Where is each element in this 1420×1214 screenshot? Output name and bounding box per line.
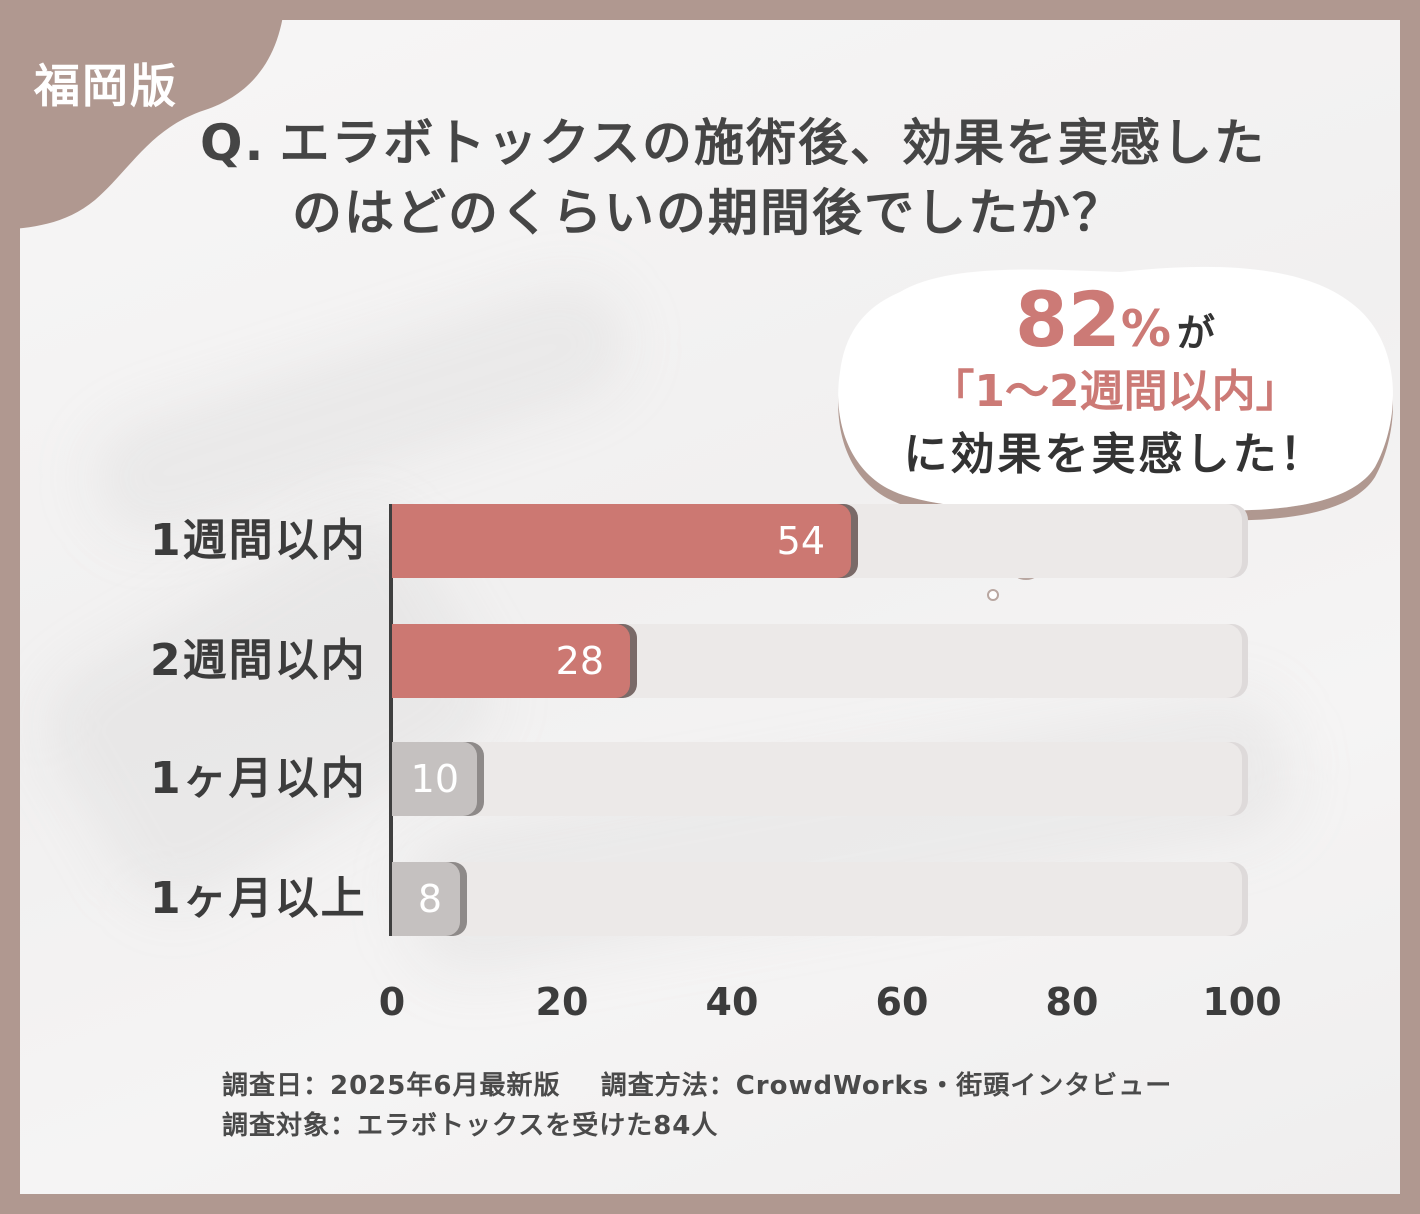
survey-method: 調査方法：CrowdWorks・街頭インタビュー xyxy=(600,1071,1173,1101)
survey-target: 調査対象：エラボトックスを受けた84人 xyxy=(222,1111,719,1141)
bar-value-label: 10 xyxy=(410,757,459,801)
category-label: 1週間以内 xyxy=(150,515,367,566)
x-tick-label: 40 xyxy=(705,980,759,1024)
category-label: 1ヶ月以上 xyxy=(150,873,367,924)
question-title: Q. エラボトックスの施術後、効果を実感した のはどのくらいの期間後でしたか？ xyxy=(200,108,1390,248)
x-tick-label: 60 xyxy=(875,980,929,1024)
x-tick-label: 100 xyxy=(1202,980,1282,1024)
callout-bubble: 82% が 「1〜2週間以内」 に効果を実感した！ xyxy=(830,262,1400,602)
bar: 54 xyxy=(392,504,851,578)
question-line-1: エラボトックスの施術後、効果を実感した xyxy=(279,114,1266,172)
callout-text: 82% が 「1〜2週間以内」 に効果を実感した！ xyxy=(830,280,1400,486)
bar-value-label: 28 xyxy=(555,639,604,683)
x-tick-label: 80 xyxy=(1045,980,1099,1024)
bar-value-label: 8 xyxy=(417,877,442,921)
bar: 8 xyxy=(392,862,460,936)
bar: 28 xyxy=(392,624,630,698)
infographic-card xyxy=(20,20,1400,1194)
bar-track xyxy=(392,862,1242,936)
bar: 10 xyxy=(392,742,477,816)
callout-conclusion: に効果を実感した！ xyxy=(903,429,1327,480)
x-tick-label: 20 xyxy=(535,980,589,1024)
bar-value-label: 54 xyxy=(776,519,825,563)
callout-percent-sign: % xyxy=(1120,300,1171,358)
bar-track xyxy=(392,742,1242,816)
x-tick-label: 0 xyxy=(378,980,406,1024)
callout-particle: が xyxy=(1176,311,1215,355)
survey-date: 調査日：2025年6月最新版 xyxy=(222,1071,561,1101)
question-line-2: のはどのくらいの期間後でしたか？ xyxy=(292,184,1124,242)
question-mark: Q. xyxy=(200,114,266,172)
y-axis-line xyxy=(389,504,393,936)
category-label: 2週間以内 xyxy=(150,635,367,686)
callout-percentage: 82 xyxy=(1015,275,1121,364)
survey-footer: 調査日：2025年6月最新版 調査方法：CrowdWorks・街頭インタビュー … xyxy=(222,1066,1172,1146)
corner-badge-shape xyxy=(0,0,285,230)
category-label: 1ヶ月以内 xyxy=(150,753,367,804)
callout-highlight: 「1〜2週間以内」 xyxy=(930,366,1300,417)
region-label: 福岡版 xyxy=(34,59,178,113)
